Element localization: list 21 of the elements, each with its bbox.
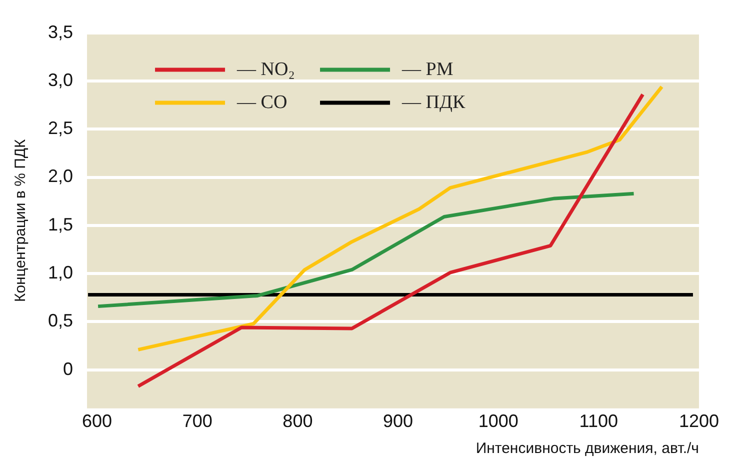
y-tick-label: 0 — [63, 358, 74, 379]
x-tick-label: 1200 — [678, 411, 719, 432]
x-tick-label: 900 — [382, 411, 414, 432]
legend-label: — CO — [236, 92, 288, 113]
x-tick-label: 700 — [182, 411, 212, 432]
x-tick-label: 600 — [82, 411, 112, 432]
x-tick-label: 1100 — [579, 411, 618, 432]
legend-label: — NO₂ — [236, 58, 295, 80]
x-tick-label: 800 — [282, 411, 313, 432]
y-tick-label: 3,0 — [48, 70, 74, 90]
y-tick-label: 2,5 — [48, 118, 74, 138]
y-tick-label: 1,0 — [48, 262, 74, 283]
legend-label: — ПДК — [401, 92, 466, 113]
y-tick-label: 3,5 — [48, 22, 74, 42]
y-tick-label: 2,0 — [48, 166, 74, 186]
y-axis-title: Концентрации в % ПДК — [12, 138, 30, 302]
y-tick-label: 1,5 — [48, 214, 74, 234]
y-tick-label: 0,5 — [48, 310, 74, 331]
legend-label: — PM — [401, 58, 454, 80]
x-tick-label: 1000 — [478, 411, 518, 432]
x-axis-title: Интенсивность движения, авт./ч — [476, 440, 699, 458]
